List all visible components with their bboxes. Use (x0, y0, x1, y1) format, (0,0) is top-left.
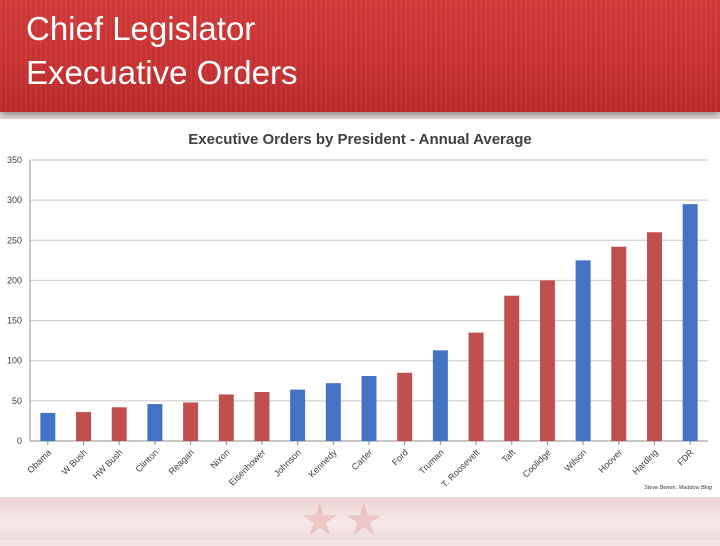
bar (111, 407, 127, 441)
x-tick-label: Harding (631, 447, 660, 476)
bar (468, 332, 484, 441)
bar (397, 372, 413, 441)
y-tick-label: 250 (7, 235, 22, 245)
banner-texture (0, 0, 720, 112)
y-tick-label: 0 (17, 436, 22, 446)
chart-panel: Executive Orders by President - Annual A… (0, 119, 720, 497)
star-decoration: ★ (300, 496, 340, 545)
x-tick-label: Coolidge (521, 447, 553, 479)
bar (218, 394, 234, 441)
bar (504, 295, 520, 441)
bar (147, 404, 163, 441)
bar (254, 392, 270, 441)
bar (325, 383, 341, 441)
bar (40, 412, 56, 441)
y-tick-label: 100 (7, 356, 22, 366)
bar (575, 260, 591, 441)
x-tick-label: Eisenhower (227, 447, 267, 487)
bar-chart: Executive Orders by President - Annual A… (7, 131, 713, 491)
x-tick-label: Kennedy (307, 447, 340, 480)
x-tick-label: Taft (500, 447, 518, 465)
bar (539, 280, 555, 441)
bar (432, 350, 448, 441)
slide-title-line-1: Chief Legislator (26, 10, 256, 47)
x-tick-label: Reagan (167, 447, 196, 476)
chart-source-credit: Steve Benen, Maddow Blog (644, 485, 713, 491)
x-tick-label: FDR (675, 447, 696, 468)
x-tick-label: Obama (25, 447, 53, 475)
y-tick-label: 200 (7, 275, 22, 285)
x-tick-label: T. Roosevelt (439, 447, 481, 489)
y-tick-label: 150 (7, 316, 22, 326)
x-tick-label: Truman (417, 447, 446, 476)
slide-title-line-2: Execuative Orders (26, 54, 298, 91)
x-tick-label: HW Bush (91, 447, 125, 481)
x-tick-label: W Bush (60, 447, 89, 476)
bar (183, 402, 199, 441)
x-tick-label: Hoover (597, 447, 625, 475)
bar (76, 412, 92, 441)
bar (682, 204, 698, 441)
star-decoration: ★ (344, 496, 384, 545)
bar (361, 375, 377, 441)
title-banner: Chief Legislator Execuative Orders (0, 0, 720, 112)
y-tick-label: 50 (12, 396, 22, 406)
y-tick-label: 300 (7, 195, 22, 205)
bar (290, 389, 306, 441)
x-tick-label: Johnson (272, 447, 303, 478)
x-tick-label: Nixon (208, 447, 231, 470)
x-tick-label: Ford (390, 447, 410, 467)
y-tick-label: 350 (7, 155, 22, 165)
x-tick-label: Carter (350, 447, 375, 472)
bar (646, 232, 662, 441)
bar (611, 246, 627, 441)
x-tick-label: Clinton (133, 447, 160, 474)
footer-decoration (0, 497, 720, 540)
x-tick-label: Wilson (562, 447, 588, 473)
chart-title: Executive Orders by President - Annual A… (188, 131, 531, 148)
